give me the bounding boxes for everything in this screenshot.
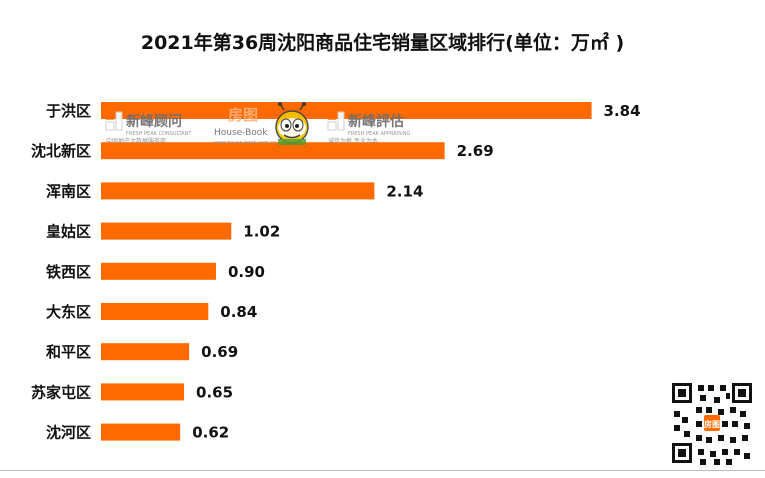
bar-value-label: 0.90 [228, 263, 265, 281]
category-label: 皇姑区 [46, 223, 91, 241]
qr-modules [674, 385, 750, 465]
bar [101, 142, 445, 160]
bar-value-label: 0.69 [201, 343, 238, 361]
bar [101, 102, 592, 119]
category-label: 沈北新区 [31, 142, 91, 160]
category-label: 铁西区 [46, 263, 91, 281]
bar-value-label: 0.65 [196, 383, 233, 401]
qr-code: 房图 [666, 377, 758, 469]
bottom-divider [0, 470, 765, 471]
bar-value-label: 1.02 [243, 223, 280, 241]
bar [101, 222, 232, 240]
category-label: 和平区 [46, 343, 91, 361]
bar [101, 303, 209, 320]
category-label: 于洪区 [46, 102, 91, 120]
bar-value-label: 2.69 [457, 142, 494, 160]
bar-value-label: 3.84 [604, 102, 641, 120]
chart-title: 2021年第36周沈阳商品住宅销量区域排行(单位：万㎡ ) [140, 32, 625, 54]
category-label: 沈河区 [46, 424, 91, 442]
bar-value-label: 0.84 [220, 303, 257, 321]
bar-value-label: 0.62 [192, 424, 229, 442]
bar [101, 262, 216, 280]
bar [101, 423, 181, 441]
qr-center-badge: 房图 [704, 415, 720, 431]
category-label: 大东区 [46, 303, 91, 321]
bar-value-label: 2.14 [386, 182, 423, 200]
bar [101, 182, 375, 200]
qr-badge-text: 房图 [704, 419, 720, 429]
category-label: 苏家屯区 [31, 383, 91, 401]
bar [101, 383, 185, 401]
category-label: 浑南区 [46, 182, 91, 200]
bar [101, 343, 190, 361]
